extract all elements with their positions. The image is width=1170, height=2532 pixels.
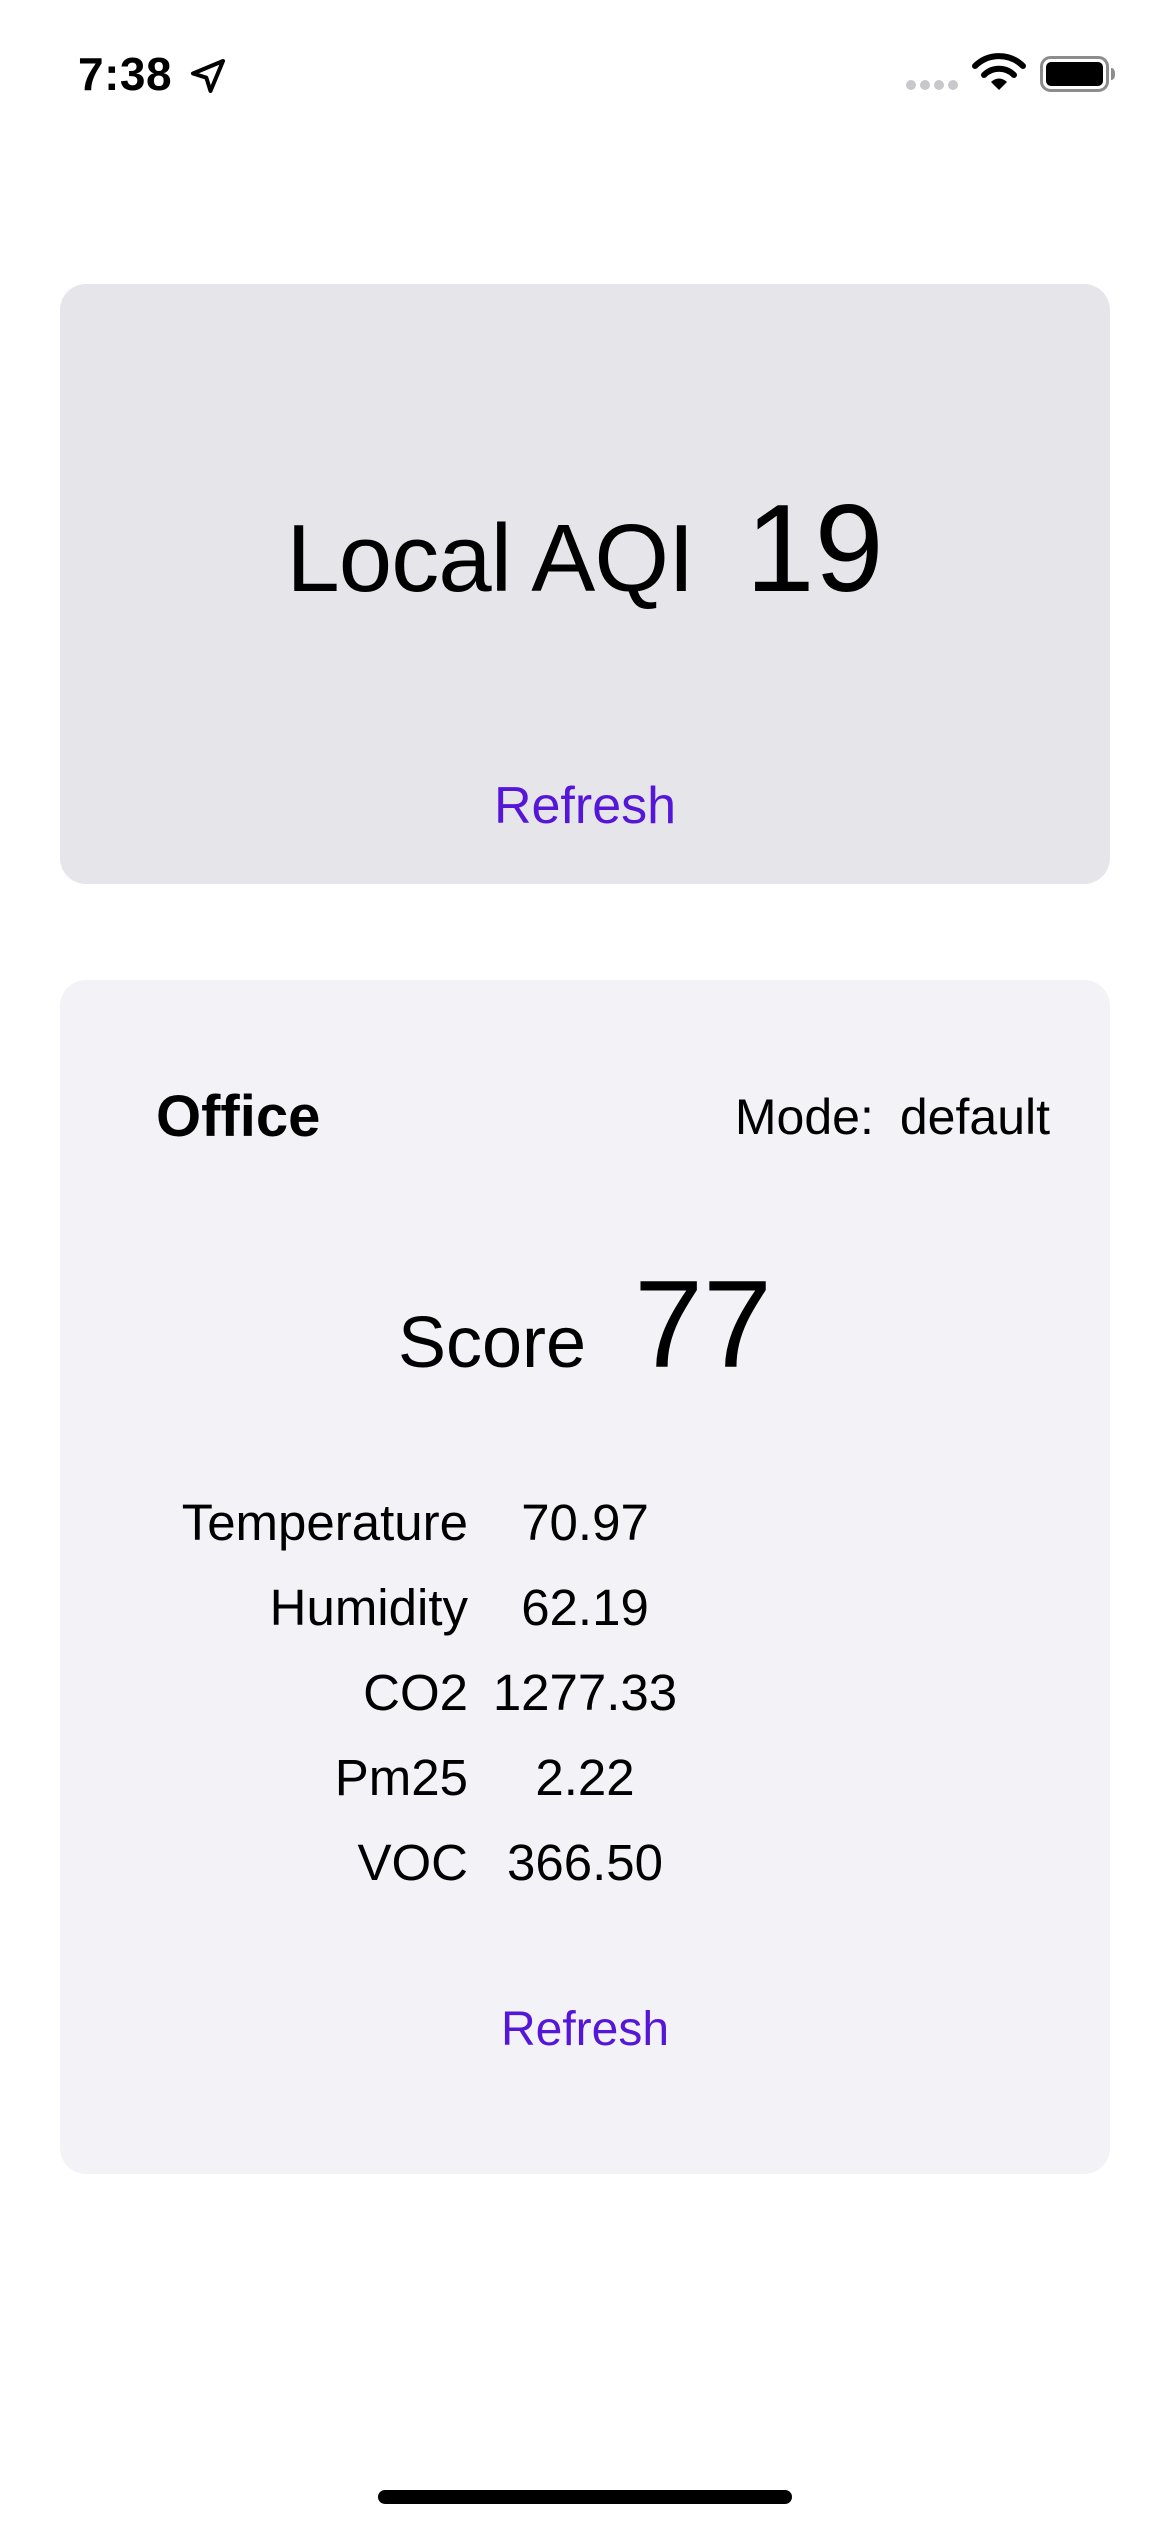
metric-value: 2.22: [535, 1749, 635, 1806]
aqi-row: Local AQI 19: [60, 474, 1110, 624]
wifi-icon: [972, 53, 1026, 90]
aqi-label: Local AQI: [286, 505, 694, 612]
metric-value: 366.50: [507, 1834, 663, 1891]
room-name: Office: [156, 1084, 321, 1149]
aqi-refresh-button[interactable]: Refresh: [493, 777, 677, 835]
metric-label: Humidity: [269, 1579, 468, 1636]
cellular-signal-icon: [906, 80, 958, 90]
metrics-list: Temperature 70.97 Humidity 62.19 CO2 127…: [60, 1488, 1110, 1913]
metric-value: 70.97: [521, 1494, 649, 1551]
office-sensor-card: Office Mode: default Score 77 Temperature…: [60, 980, 1110, 2174]
local-aqi-card: Local AQI 19 Refresh: [60, 284, 1110, 884]
metric-label: Temperature: [181, 1494, 468, 1551]
battery-icon: [1040, 56, 1115, 92]
office-refresh-button[interactable]: Refresh: [500, 2003, 670, 2056]
status-time: 7:38: [78, 48, 173, 100]
metric-row-co2: CO2 1277.33: [60, 1658, 1110, 1743]
home-indicator[interactable]: [378, 2490, 792, 2504]
score-value: 77: [634, 1256, 773, 1394]
metric-label: CO2: [363, 1664, 468, 1721]
metric-label: VOC: [357, 1834, 468, 1891]
metric-value: 1277.33: [492, 1664, 678, 1721]
location-arrow-icon: [191, 59, 225, 93]
status-bar: 7:38: [0, 0, 1170, 150]
aqi-value: 19: [745, 480, 884, 618]
mode-label: Mode:: [734, 1089, 874, 1145]
metric-row-pm25: Pm25 2.22: [60, 1743, 1110, 1828]
metric-row-voc: VOC 366.50: [60, 1828, 1110, 1913]
score-label: Score: [397, 1303, 587, 1383]
mode-value: default: [899, 1089, 1050, 1145]
score-row: Score 77: [60, 1250, 1110, 1400]
metric-row-temperature: Temperature 70.97: [60, 1488, 1110, 1573]
metric-label: Pm25: [334, 1749, 468, 1806]
mode-row: Mode: default: [735, 1084, 1050, 1150]
metric-row-humidity: Humidity 62.19: [60, 1573, 1110, 1658]
metric-value: 62.19: [521, 1579, 649, 1636]
